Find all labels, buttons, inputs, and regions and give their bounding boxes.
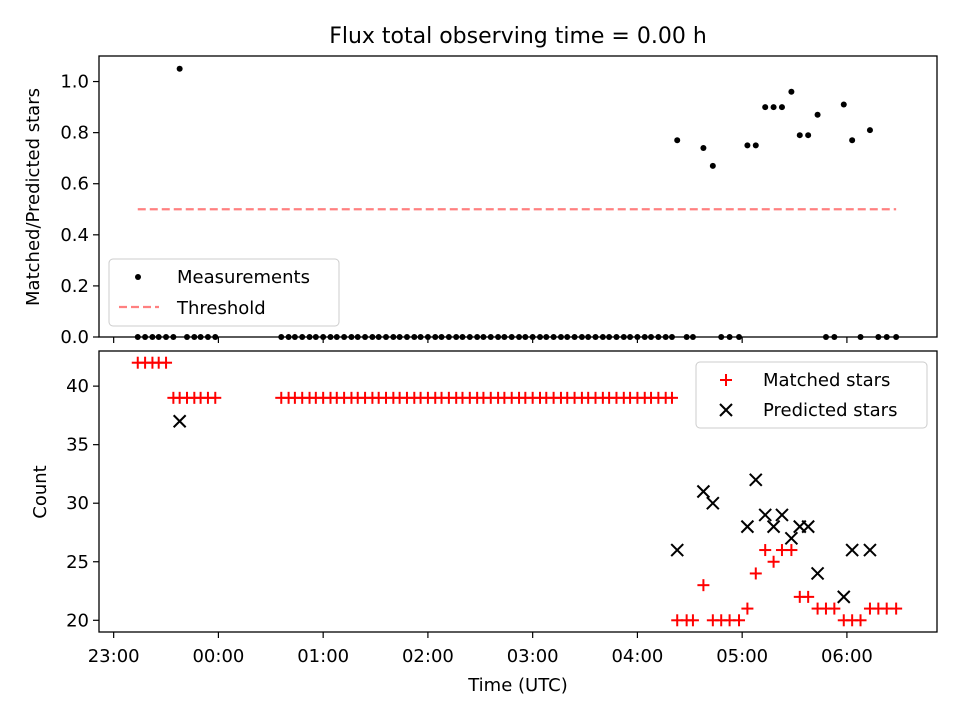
- predicted-stars-point: [696, 484, 711, 499]
- bottom-y-axis-label: Count: [30, 465, 51, 518]
- predicted-stars-point: [749, 473, 763, 487]
- measurement-point: [770, 104, 777, 111]
- x-tick-label: 05:00: [716, 646, 768, 667]
- matched-stars-point: [785, 544, 798, 557]
- matched-stars-point: [209, 391, 222, 404]
- predicted-stars-point: [837, 590, 851, 604]
- measurement-point: [709, 162, 716, 169]
- top-y-tick-label: 0.0: [60, 327, 89, 348]
- predicted-stars-point: [845, 543, 859, 557]
- x-tick-label: 02:00: [402, 646, 454, 667]
- bottom-y-tick-label: 30: [66, 493, 89, 514]
- matched-stars-point: [686, 614, 699, 627]
- bottom-y-tick-label: 25: [66, 552, 89, 573]
- bottom-x-ticks: 23:00 00:00 01:00 02:00 03:00 04:00 05:00 06:00: [88, 632, 873, 667]
- measurement-point: [849, 137, 856, 144]
- measurements-legend-label: Measurements: [177, 267, 310, 288]
- top-legend: Measurements Threshold: [108, 258, 340, 327]
- measurement-point: [752, 142, 759, 149]
- predicted-stars-point: [706, 496, 720, 510]
- bottom-legend-frame: [695, 361, 928, 429]
- matched-stars-point: [759, 544, 772, 557]
- matched-stars-point: [665, 391, 678, 404]
- predicted-stars-point: [172, 414, 187, 428]
- predicted-stars-point: [740, 519, 755, 534]
- top-y-tick-label: 0.2: [60, 276, 89, 297]
- matched-stars-point: [741, 602, 754, 615]
- bottom-panel: 20 25 30 35 40 23:00 00:00 01:00 02:00 03:00 04:0…: [30, 350, 938, 696]
- bottom-y-tick-label: 20: [66, 610, 89, 631]
- top-y-axis-label: Matched/Predicted stars: [23, 88, 44, 306]
- matched-stars-point: [890, 602, 903, 615]
- top-x-ticks: [113, 337, 848, 343]
- figure-title: Flux total observing time = 0.00 h: [329, 24, 707, 49]
- measurement-point: [866, 127, 873, 134]
- top-y-tick-label: 0.6: [60, 174, 89, 195]
- x-tick-label: 23:00: [88, 646, 140, 667]
- top-panel: 0.0 0.2 0.4 0.6 0.8 1.0 Matched/Predicted sta…: [23, 55, 938, 348]
- measurement-point: [778, 104, 785, 111]
- predicted-stars-legend-label: Predicted stars: [763, 400, 897, 421]
- x-tick-label: 06:00: [821, 646, 873, 667]
- x-tick-label: 04:00: [611, 646, 663, 667]
- predicted-stars-point: [784, 531, 799, 546]
- predicted-stars-point: [801, 519, 815, 534]
- bottom-y-ticks: 20 25 30 35 40: [66, 376, 99, 631]
- top-legend-frame: [108, 258, 340, 327]
- bottom-y-tick-label: 40: [66, 376, 89, 397]
- predicted-stars-point: [670, 543, 684, 557]
- top-y-ticks: 0.0 0.2 0.4 0.6 0.8 1.0: [60, 72, 99, 348]
- x-axis-label: Time (UTC): [467, 675, 568, 696]
- measurement-point: [744, 142, 751, 149]
- measurement-point: [814, 111, 821, 118]
- matched-stars-point: [767, 555, 780, 568]
- top-y-tick-label: 1.0: [60, 72, 89, 93]
- bottom-y-tick-label: 35: [66, 435, 89, 456]
- matched-stars-point: [160, 356, 173, 369]
- measurement-point: [762, 104, 769, 111]
- bottom-plot-marks: [131, 356, 903, 627]
- matched-stars-point: [854, 614, 867, 627]
- top-y-tick-label: 0.8: [60, 123, 89, 144]
- matched-stars-point: [697, 579, 710, 592]
- matched-stars-legend-marker: [720, 374, 732, 386]
- predicted-stars-legend-marker: [719, 403, 733, 417]
- matched-stars-point: [733, 614, 746, 627]
- measurement-point: [788, 88, 795, 95]
- predicted-stars-point: [758, 508, 772, 522]
- matched-stars-legend-label: Matched stars: [763, 370, 890, 391]
- measurement-point: [840, 101, 847, 108]
- predicted-stars-point: [810, 566, 825, 581]
- x-tick-label: 01:00: [297, 646, 349, 667]
- measurement-point: [796, 132, 803, 139]
- matched-stars-point: [749, 567, 762, 580]
- matched-stars-point: [802, 590, 815, 603]
- top-y-tick-label: 0.4: [60, 225, 89, 246]
- measurement-point: [700, 144, 707, 151]
- bottom-legend: Matched stars Predicted stars: [695, 361, 928, 429]
- threshold-legend-label: Threshold: [176, 298, 266, 319]
- x-tick-label: 00:00: [192, 646, 244, 667]
- measurement-point: [674, 137, 681, 144]
- measurements-legend-marker: [135, 274, 141, 280]
- bottom-axes-frame: [98, 350, 938, 633]
- predicted-stars-point: [775, 508, 789, 522]
- top-plot-marks: [134, 65, 900, 340]
- top-axes-frame: [98, 55, 938, 338]
- matched-stars-point: [828, 602, 841, 615]
- predicted-stars-point: [766, 519, 781, 534]
- x-tick-label: 03:00: [507, 646, 559, 667]
- measurement-point: [176, 65, 183, 72]
- measurement-point: [805, 132, 812, 139]
- predicted-stars-point: [863, 543, 877, 557]
